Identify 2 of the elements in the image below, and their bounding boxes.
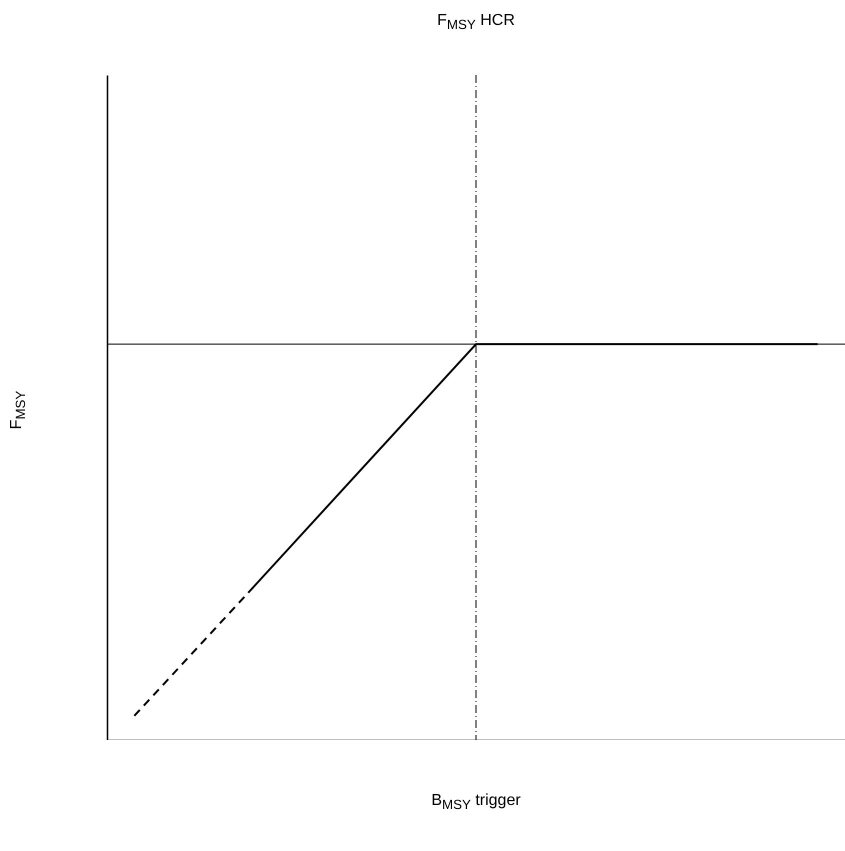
- chart-title: F$_{MSY}$ HCR: [437, 12, 515, 32]
- x-axis-title: B$_{MSY}$ trigger: [431, 792, 521, 812]
